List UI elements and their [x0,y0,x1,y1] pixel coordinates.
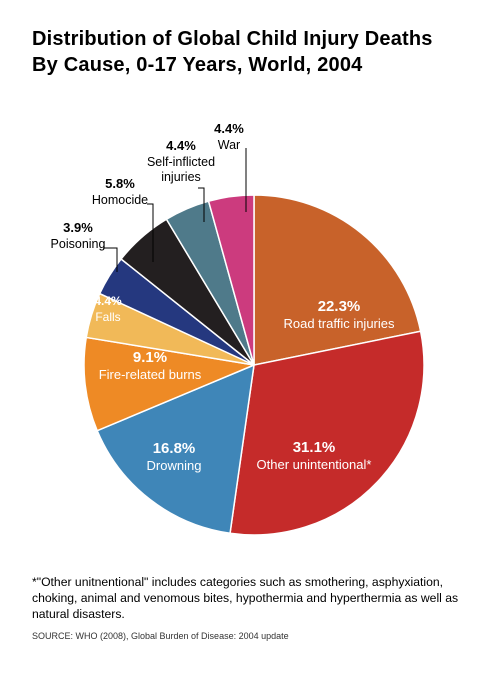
slice-category-label-1: Road traffic injuries [283,316,395,331]
slice-value-label-7: 5.8% [105,176,135,191]
pie-slice-1 [253,194,422,366]
slice-category-label-4: Fire-related burns [99,367,202,382]
pie-slice-3 [96,363,255,535]
leader-line-8 [198,187,205,222]
slice-value-label-2: 31.1% [293,439,336,456]
slice-category-label-6: Poisoning [51,237,106,251]
slice-value-label-6: 3.9% [63,220,93,235]
slice-category-label-8: Self-inflicted injuries [147,155,215,184]
slice-category-label-2: Other unintentional* [257,457,372,472]
footnote: *"Other unitnentional" includes categori… [32,575,459,621]
leader-line-7 [147,203,154,262]
slice-category-label-5: Falls [95,310,120,324]
chart-title-line-2: By Cause, 0-17 Years, World, 2004 [32,54,363,76]
pie-slice-2 [229,330,425,536]
slice-category-label-7: Homocide [92,193,148,207]
chart-title: Distribution of Global Child Injury Deat… [32,26,482,78]
slice-value-label-4: 9.1% [133,349,167,366]
slice-value-label-5: 4.4% [94,294,122,308]
slice-value-label-1: 22.3% [318,298,361,315]
source-note: SOURCE: WHO (2008), Global Burden of Dis… [32,631,289,641]
slice-value-label-9: 4.4% [214,121,244,136]
leader-line-6 [103,247,118,272]
slice-category-label-9: War [218,138,240,152]
slice-value-label-3: 16.8% [153,440,196,457]
chart-title-line-1: Distribution of Global Child Injury Deat… [32,28,433,50]
pie-slice-9 [207,194,255,366]
pie-slice-4 [83,336,257,432]
slice-category-label-3: Drowning [147,458,202,473]
slice-value-label-8: 4.4% [166,138,196,153]
